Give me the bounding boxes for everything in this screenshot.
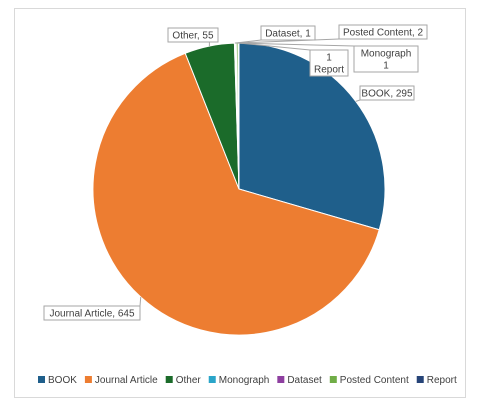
leader-line-posted-content — [237, 38, 340, 44]
pie-slice-journal-article — [92, 52, 380, 336]
leader-line-journal-article — [139, 296, 142, 307]
svg-text:Dataset, 1: Dataset, 1 — [265, 29, 311, 40]
legend-swatch-book — [38, 376, 45, 383]
legend-item-dataset: Dataset — [277, 375, 322, 386]
svg-text:Posted Content, 2: Posted Content, 2 — [343, 28, 423, 39]
leader-line-report — [238, 42, 311, 51]
svg-text:BOOK, 295: BOOK, 295 — [361, 89, 413, 100]
legend-item-report: Report — [416, 375, 457, 386]
legend: BOOK Journal Article Other Monograph Dataset… — [38, 375, 457, 386]
legend-item-book: BOOK — [38, 375, 77, 386]
legend-item-posted-content: Posted Content — [329, 375, 409, 386]
data-label-other: Other, 55 — [167, 27, 219, 43]
legend-swatch-other — [165, 376, 173, 383]
leader-line-book — [355, 99, 361, 102]
data-label-book: BOOK, 295 — [359, 85, 415, 101]
legend-item-journal-article: Journal Article — [84, 375, 158, 386]
legend-label-report: Report — [427, 375, 457, 386]
legend-label-dataset: Dataset — [287, 375, 322, 386]
data-labels: BOOK, 295 Journal Article, 645 Other, 55 Mo… — [43, 24, 428, 321]
legend-label-posted-content: Posted Content — [340, 375, 409, 386]
leader-line-monograph — [234, 42, 355, 47]
data-label-dataset: Dataset, 1 — [260, 25, 316, 41]
pie-slices — [92, 42, 386, 336]
svg-text:Journal Article, 645: Journal Article, 645 — [49, 309, 134, 320]
legend-swatch-dataset — [277, 376, 285, 383]
legend-item-monograph: Monograph — [208, 375, 270, 386]
legend-label-monograph: Monograph — [219, 375, 270, 386]
label-leaders — [139, 38, 361, 307]
svg-text:Monograph: Monograph — [361, 49, 412, 60]
svg-text:Report: Report — [314, 65, 344, 76]
legend-swatch-journal-article — [84, 376, 92, 383]
data-label-journal-article: Journal Article, 645 — [43, 305, 141, 321]
legend-label-journal-article: Journal Article — [95, 375, 158, 386]
svg-text:1: 1 — [326, 53, 332, 64]
data-label-posted-content: Posted Content, 2 — [338, 24, 428, 40]
legend-label-other: Other — [176, 375, 202, 386]
legend-swatch-posted-content — [329, 376, 337, 383]
svg-text:Other, 55: Other, 55 — [172, 31, 214, 42]
legend-item-other: Other — [165, 375, 202, 386]
legend-label-book: BOOK — [48, 375, 77, 386]
legend-swatch-monograph — [208, 376, 216, 383]
legend-swatch-report — [416, 376, 424, 383]
svg-text:1: 1 — [383, 61, 389, 72]
